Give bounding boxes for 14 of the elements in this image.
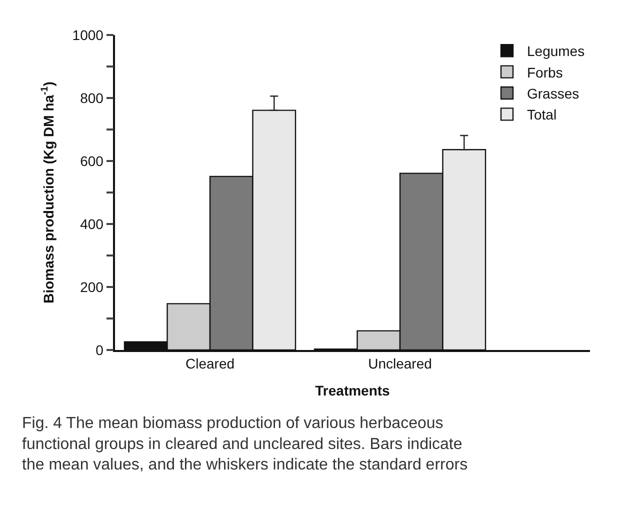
y-tick-label: 400 <box>80 216 104 232</box>
x-tick-label: Cleared <box>185 356 235 372</box>
x-axis-title: Treatments <box>315 382 390 398</box>
y-tick-label: 800 <box>80 90 104 106</box>
legend-label: Grasses <box>527 85 580 102</box>
y-tick-label: 200 <box>80 278 104 295</box>
y-tick-label: 0 <box>96 342 104 358</box>
x-tick-label: Uncleared <box>368 356 432 372</box>
y-tick-label: 1000 <box>72 26 104 43</box>
legend-label: Legumes <box>527 43 585 60</box>
legend-label: Forbs <box>527 64 563 80</box>
caption: Fig. 4 The mean biomass production of various herbaceous functional groups in cleared and uncleared sites. Bars indicate the mean values, and the whiskers indicate the standard errors <box>22 415 468 474</box>
y-tick-label: 600 <box>80 152 104 169</box>
legend-label: Total <box>527 106 557 123</box>
